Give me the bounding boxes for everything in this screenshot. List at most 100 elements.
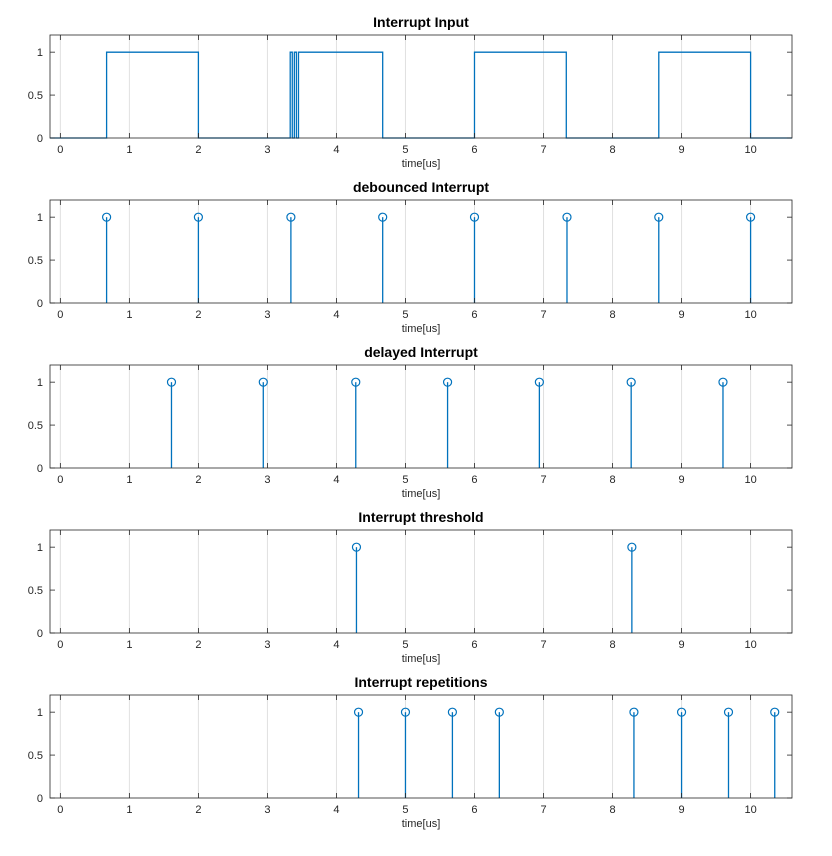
- stem-marker: [494, 707, 504, 717]
- stem-marker: [745, 212, 756, 222]
- stem-marker: [351, 542, 362, 552]
- stem-marker: [654, 212, 664, 222]
- stem-point: [627, 542, 637, 633]
- x-axis-label: time[us]: [402, 323, 441, 335]
- axes-box: [49, 34, 793, 139]
- x-tick-label: 4: [333, 804, 339, 816]
- x-tick-label: 2: [195, 474, 201, 486]
- y-tick-label: 0.5: [28, 255, 43, 267]
- stem-marker: [351, 377, 361, 387]
- x-tick-label: 8: [609, 804, 615, 816]
- axes-box: [49, 694, 793, 799]
- x-tick-label: 2: [195, 144, 201, 156]
- stem-point: [494, 707, 504, 798]
- stem-point: [745, 212, 756, 303]
- x-tick-label: 1: [126, 804, 132, 816]
- x-tick-label: 9: [679, 804, 685, 816]
- stem-point: [534, 377, 544, 468]
- stem-point: [562, 212, 572, 303]
- x-axis-label: time[us]: [402, 653, 441, 665]
- x-tick-label: 5: [402, 804, 408, 816]
- stem-marker: [629, 707, 639, 717]
- stem-point: [193, 212, 203, 303]
- stem-marker: [400, 707, 411, 717]
- x-tick-label: 10: [744, 474, 756, 486]
- y-tick-label: 0: [37, 463, 43, 475]
- y-tick-label: 1: [37, 542, 43, 554]
- stem-point: [400, 707, 411, 798]
- x-tick-label: 7: [540, 144, 546, 156]
- y-tick-label: 1: [37, 47, 43, 59]
- stem-marker: [353, 707, 364, 717]
- stem-point: [166, 377, 177, 468]
- stem-marker: [723, 707, 734, 717]
- x-tick-label: 5: [402, 144, 408, 156]
- stem-marker: [286, 212, 296, 222]
- stem-marker: [627, 542, 637, 552]
- axes-background: [50, 35, 792, 138]
- x-tick-label: 3: [264, 639, 270, 651]
- stem-point: [442, 377, 453, 468]
- stem-point: [626, 377, 636, 468]
- stem-marker: [193, 212, 203, 222]
- stem-point: [770, 707, 780, 798]
- stem-marker: [447, 707, 458, 717]
- axes-box: [49, 529, 793, 634]
- x-axis-label: time[us]: [402, 158, 441, 170]
- y-tick-label: 0: [37, 793, 43, 805]
- x-tick-label: 6: [471, 639, 477, 651]
- y-tick-label: 0: [37, 133, 43, 145]
- x-tick-label: 10: [744, 804, 756, 816]
- axes-background: [50, 365, 792, 468]
- x-tick-label: 1: [126, 309, 132, 321]
- stem-marker: [166, 377, 177, 387]
- stem-point: [629, 707, 639, 798]
- x-tick-label: 6: [471, 144, 477, 156]
- y-tick-label: 0: [37, 628, 43, 640]
- x-tick-label: 3: [264, 474, 270, 486]
- x-tick-label: 6: [471, 309, 477, 321]
- stem-marker: [626, 377, 636, 387]
- y-tick-label: 1: [37, 707, 43, 719]
- x-tick-label: 6: [471, 474, 477, 486]
- x-tick-label: 7: [540, 309, 546, 321]
- x-tick-label: 7: [540, 804, 546, 816]
- stem-marker: [101, 212, 112, 222]
- stem-point: [286, 212, 296, 303]
- x-tick-label: 2: [195, 804, 201, 816]
- x-tick-label: 7: [540, 474, 546, 486]
- x-tick-label: 5: [402, 639, 408, 651]
- axes-background: [50, 695, 792, 798]
- axes-box: [49, 199, 793, 304]
- subplot-1: Interrupt Input 0 1 2 3 4 5 6 7 8 9 10 0 0.5 1 time[us]: [28, 14, 793, 170]
- x-tick-label: 10: [744, 144, 756, 156]
- x-tick-label: 0: [57, 474, 63, 486]
- stem-point: [258, 377, 268, 468]
- x-tick-label: 4: [333, 309, 339, 321]
- subplot-3: delayed Interrupt 0 1 2 3 4 5 6 7 8 9 10 0 0.5 1 time[u…: [28, 344, 793, 500]
- y-tick-label: 0.5: [28, 585, 43, 597]
- stem-marker: [378, 212, 388, 222]
- x-tick-label: 3: [264, 309, 270, 321]
- x-tick-label: 3: [264, 144, 270, 156]
- stem-point: [469, 212, 480, 303]
- x-tick-label: 10: [744, 309, 756, 321]
- x-tick-label: 0: [57, 804, 63, 816]
- x-tick-label: 8: [609, 144, 615, 156]
- subplot-2: debounced Interrupt 0 1 2 3 4 5 6 7 8 9 10 0 0.5 1 time…: [28, 179, 793, 335]
- stem-marker: [442, 377, 453, 387]
- x-tick-label: 2: [195, 309, 201, 321]
- y-tick-label: 0.5: [28, 750, 43, 762]
- axes-box: [49, 364, 793, 469]
- stem-point: [718, 377, 728, 468]
- stem-point: [378, 212, 388, 303]
- axes-background: [50, 200, 792, 303]
- x-tick-label: 4: [333, 144, 339, 156]
- y-tick-label: 0.5: [28, 90, 43, 102]
- x-tick-label: 5: [402, 474, 408, 486]
- y-tick-label: 1: [37, 212, 43, 224]
- stem-point: [101, 212, 112, 303]
- x-tick-label: 9: [679, 144, 685, 156]
- x-tick-label: 0: [57, 144, 63, 156]
- subplot-title: Interrupt repetitions: [354, 674, 487, 690]
